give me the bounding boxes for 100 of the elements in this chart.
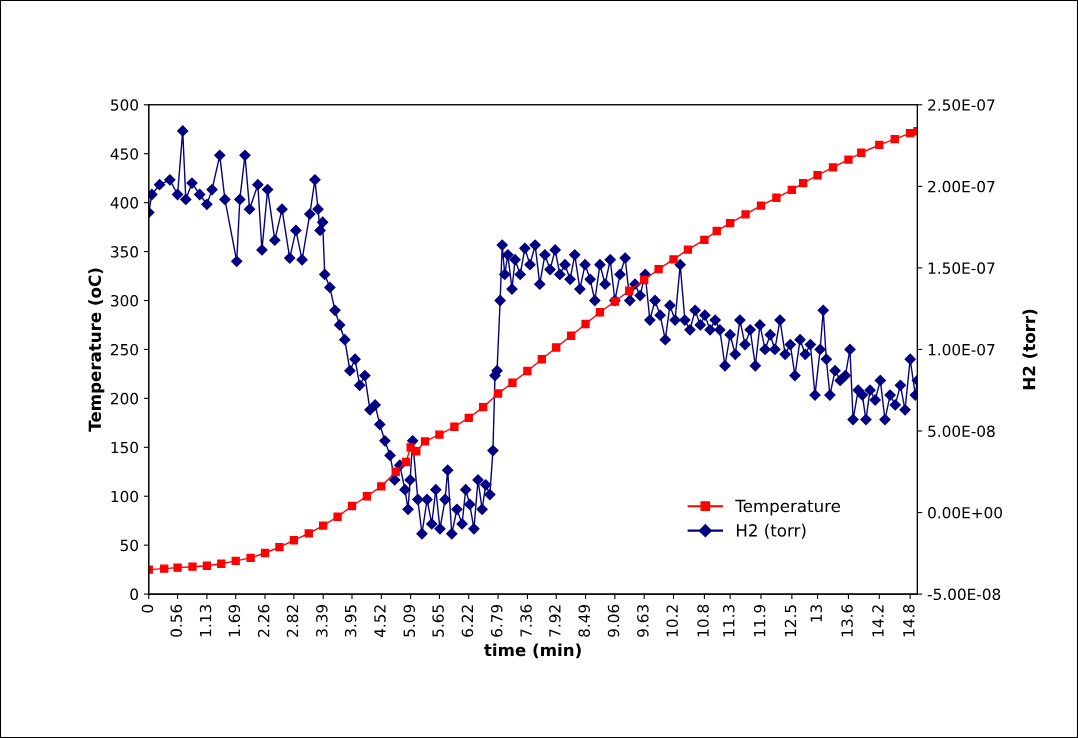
point: [725, 219, 735, 228]
y-tick-label: 0: [130, 588, 139, 601]
x-tick-label: 2.26: [257, 604, 270, 637]
x-tick-label: 6.79: [490, 604, 503, 637]
x-tick-label: 3.95: [344, 605, 357, 637]
y-tick-label: 200: [111, 392, 139, 405]
x-tick-label: 1.13: [199, 605, 212, 637]
x-tick-label: 13: [810, 605, 822, 622]
point: [377, 482, 386, 491]
x-tick-label: 14.8: [903, 604, 915, 637]
y-tick-label: 450: [110, 148, 139, 160]
y2-axis-title: H2 (torr): [1022, 309, 1038, 390]
point: [890, 134, 899, 144]
point: [464, 413, 473, 423]
y2-tick-label: 0.00E+00: [928, 507, 1002, 519]
point: [813, 171, 822, 180]
point: [683, 245, 693, 254]
y-tick-label: 150: [111, 441, 139, 454]
point: [537, 355, 546, 364]
point: [756, 201, 766, 210]
point: [188, 562, 197, 571]
point: [231, 556, 240, 565]
y2-tick-label: 5.00E-08: [928, 425, 995, 438]
x-tick-label: 11.3: [722, 605, 735, 637]
y2-tick-label: -5.00E-08: [927, 588, 1001, 601]
y2-tick-label: 2.00E-07: [928, 180, 995, 193]
point: [857, 148, 866, 157]
x-tick-label: 7.92: [549, 605, 561, 637]
x-tick-label: 3.39: [316, 604, 328, 637]
x-tick-label: 8.49: [578, 604, 590, 637]
x-tick-label: 0: [141, 604, 154, 613]
legend-label: H2 (torr): [736, 523, 806, 539]
x-axis-title: time (min): [484, 643, 581, 659]
point: [844, 155, 853, 164]
point: [581, 319, 590, 329]
point: [566, 331, 576, 340]
point: [246, 553, 255, 563]
point: [787, 185, 797, 195]
y-tick-label: 500: [111, 99, 139, 111]
point: [420, 437, 430, 446]
point: [333, 512, 342, 521]
point: [412, 447, 421, 456]
point: [700, 235, 709, 245]
x-tick-label: 4.52: [374, 605, 386, 638]
point: [173, 563, 182, 572]
point: [217, 559, 226, 568]
point: [493, 389, 503, 398]
x-tick-label: 10.8: [697, 604, 709, 637]
point: [362, 492, 372, 501]
point: [479, 403, 488, 412]
x-tick-label: 12.5: [784, 605, 797, 637]
point: [772, 193, 781, 202]
y-tick-label: 300: [111, 294, 139, 307]
y2-tick-label: 2.50E-07: [928, 99, 995, 111]
point: [289, 536, 299, 545]
point: [508, 378, 517, 387]
point: [625, 286, 634, 295]
legend-label: Temperature: [735, 499, 840, 516]
x-tick-label: 1.69: [228, 604, 241, 637]
y-tick-label: 100: [111, 490, 139, 503]
y-tick-label: 400: [110, 197, 139, 209]
point: [828, 163, 838, 172]
point: [595, 308, 605, 317]
point: [552, 343, 561, 352]
point: [450, 422, 459, 431]
point: [401, 457, 411, 467]
point: [640, 275, 649, 285]
x-tick-label: 9.63: [637, 605, 649, 637]
y-tick-label: 250: [111, 343, 139, 356]
x-tick-label: 2.82: [286, 605, 299, 637]
y-axis-title: Temperature (oC): [88, 268, 105, 432]
point: [798, 178, 808, 188]
point: [304, 529, 313, 538]
x-tick-label: 9.06: [607, 604, 620, 637]
x-tick-label: 7.36: [520, 604, 532, 637]
x-tick-label: 14.2: [872, 605, 884, 637]
x-tick-label: 5.65: [432, 605, 444, 637]
point: [391, 467, 400, 476]
point: [275, 542, 284, 552]
point: [669, 255, 678, 264]
point: [435, 430, 444, 439]
point: [202, 561, 212, 570]
x-tick-label: 10.2: [666, 605, 678, 637]
x-tick-label: 5.09: [403, 604, 416, 637]
point: [160, 564, 169, 573]
x-tick-label: 11.9: [753, 604, 766, 637]
y-tick-label: 50: [120, 539, 139, 552]
point: [712, 226, 721, 236]
point: [319, 521, 328, 530]
point: [654, 265, 663, 274]
y-tick-label: 350: [111, 246, 139, 258]
point: [347, 501, 357, 511]
point: [875, 140, 884, 150]
y2-tick-label: 1.00E-07: [928, 343, 995, 356]
point: [523, 366, 532, 376]
y2-tick-label: 1.50E-07: [928, 262, 995, 274]
x-tick-label: 13.6: [841, 604, 853, 637]
point: [260, 548, 270, 558]
x-tick-label: 6.22: [461, 605, 474, 637]
x-tick-label: 0.56: [170, 604, 183, 637]
